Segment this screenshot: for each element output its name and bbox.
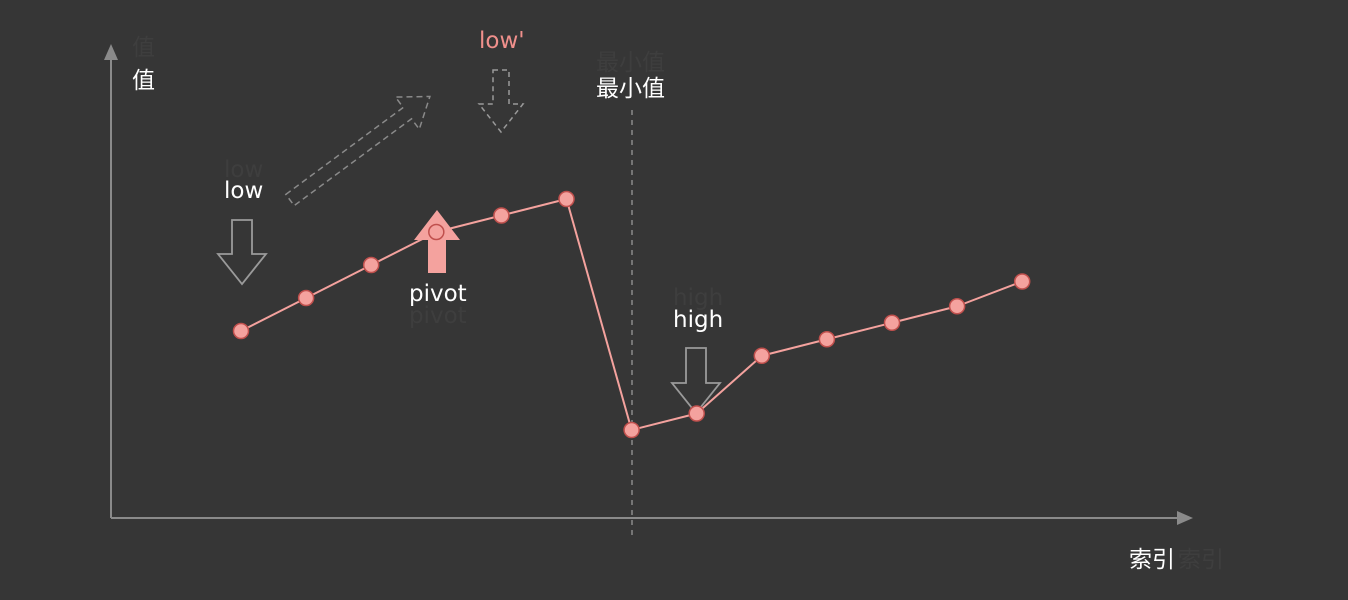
dashed-diagonal-arrow-icon bbox=[284, 95, 431, 207]
data-point bbox=[493, 207, 510, 224]
low-label-ghost: low bbox=[224, 157, 263, 183]
data-point bbox=[818, 331, 836, 348]
data-point bbox=[1013, 273, 1031, 290]
series-segment bbox=[696, 355, 763, 415]
series-segment bbox=[305, 264, 372, 299]
high-label: high bbox=[673, 307, 723, 333]
x-axis-arrowhead bbox=[1177, 511, 1193, 525]
data-point bbox=[753, 347, 771, 364]
x-axis-label: 索引 bbox=[1129, 547, 1175, 573]
axes bbox=[104, 44, 1193, 525]
low-prime-label: low' bbox=[479, 28, 525, 54]
y-axis-arrowhead bbox=[104, 44, 118, 60]
data-point bbox=[558, 190, 575, 208]
series-segment bbox=[891, 305, 958, 324]
pivot-label: pivot bbox=[409, 281, 467, 307]
series-segment bbox=[501, 198, 567, 217]
high-label-ghost: high bbox=[673, 285, 723, 311]
minimum-label: 最小值 bbox=[596, 76, 665, 102]
low-label: low bbox=[224, 178, 263, 204]
y-axis-label: 值 bbox=[132, 68, 155, 94]
x-axis-label-ghost: 索引 bbox=[1178, 547, 1224, 573]
series-segment bbox=[826, 321, 893, 341]
data-point bbox=[883, 314, 901, 331]
series-segment bbox=[565, 198, 633, 431]
data-point bbox=[297, 289, 315, 307]
data-point bbox=[688, 405, 705, 422]
high-down-arrow-icon bbox=[670, 347, 722, 415]
data-series bbox=[232, 190, 1031, 439]
series-segment bbox=[370, 231, 437, 266]
series-segment bbox=[761, 338, 828, 357]
series-segment bbox=[240, 297, 307, 332]
dashed-down-arrow-icon bbox=[477, 69, 525, 134]
data-point bbox=[428, 223, 445, 241]
pivot-up-arrow-icon bbox=[414, 210, 460, 273]
minimum-label-ghost: 最小值 bbox=[596, 50, 665, 76]
series-segment bbox=[956, 280, 1023, 308]
low-down-arrow-icon bbox=[216, 219, 268, 286]
data-point bbox=[232, 322, 250, 340]
pivot-label-ghost: pivot bbox=[409, 303, 467, 329]
series-segment bbox=[436, 214, 502, 233]
series-segment bbox=[631, 412, 697, 431]
data-point bbox=[362, 256, 380, 274]
data-point bbox=[948, 298, 966, 315]
data-point bbox=[623, 421, 640, 439]
y-axis-label-ghost: 值 bbox=[132, 35, 155, 61]
